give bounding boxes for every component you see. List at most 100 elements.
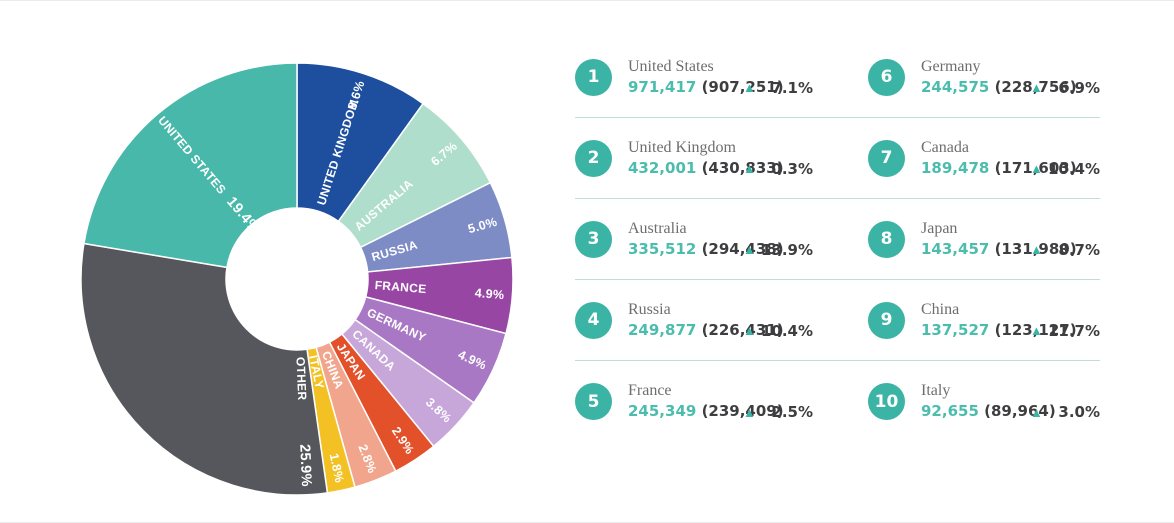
previous-value: (226,431) xyxy=(701,320,784,339)
rank-badge: 10 xyxy=(868,383,905,420)
country-info: Italy 92,655 (89,964) xyxy=(921,381,1056,422)
country-info: Canada 189,478 (171,603) xyxy=(921,138,1077,179)
previous-value: (294,438) xyxy=(701,239,784,258)
trend: ▲ 6.9% xyxy=(1030,79,1100,97)
country-name: Italy xyxy=(921,382,951,399)
trend-up-icon: ▲ xyxy=(1030,80,1043,95)
current-value: 432,001 xyxy=(628,158,697,177)
ranking-row: 4 Russia 249,877 (226,431) ▲ 10.4% xyxy=(575,280,868,360)
current-value: 244,575 xyxy=(921,77,990,96)
trend-percent: 0.3% xyxy=(771,159,813,178)
trend-up-icon: ▲ xyxy=(1030,242,1043,257)
rank-badge: 4 xyxy=(575,301,612,339)
slice-label: FRANCE xyxy=(374,278,427,296)
trend-percent: 2.5% xyxy=(771,403,813,421)
country-info: China 137,527 (123,127) xyxy=(921,300,1077,341)
trend-percent: 10.4% xyxy=(760,321,813,340)
ranking-row: 10 Italy 92,655 (89,964) ▲ 3.0% xyxy=(868,361,1100,442)
ranking-list: 1 United States 971,417 (907,251) ▲ 7.1%… xyxy=(575,37,1100,442)
rank-badge: 1 xyxy=(575,58,612,96)
current-value: 137,527 xyxy=(921,320,990,339)
trend-percent: 3.0% xyxy=(1058,403,1100,421)
current-value: 92,655 xyxy=(921,402,979,420)
rank-badge: 7 xyxy=(868,139,905,177)
country-name: China xyxy=(921,300,960,318)
rank-badge: 3 xyxy=(575,220,612,258)
current-value: 189,478 xyxy=(921,158,990,177)
rank-badge: 5 xyxy=(575,383,612,420)
current-value: 143,457 xyxy=(921,239,990,258)
previous-value: (430,833) xyxy=(701,158,784,177)
ranking-row: 1 United States 971,417 (907,251) ▲ 7.1% xyxy=(575,37,868,117)
country-info: United States 971,417 (907,251) xyxy=(628,57,784,98)
current-value: 249,877 xyxy=(628,320,697,339)
rank-number: 1 xyxy=(587,67,600,87)
country-name: France xyxy=(628,382,672,399)
country-values: 432,001 (430,833) xyxy=(628,158,784,179)
slice-percent: 4.9% xyxy=(474,286,505,302)
ranking-row-pair: 3 Australia 335,512 (294,438) ▲ 13.9% 8 … xyxy=(575,199,1100,280)
country-values: 137,527 (123,127) xyxy=(921,320,1077,341)
current-value: 245,349 xyxy=(628,402,697,420)
trend-percent: 6.9% xyxy=(1058,78,1100,97)
trend-up-icon: ▲ xyxy=(743,80,756,95)
ranking-row: 3 Australia 335,512 (294,438) ▲ 13.9% xyxy=(575,199,868,279)
trend-up-icon: ▲ xyxy=(743,161,756,176)
country-values: 143,457 (131,980) xyxy=(921,239,1077,260)
rank-number: 8 xyxy=(880,229,893,249)
trend-up-icon: ▲ xyxy=(743,323,756,338)
donut-slice-united-states xyxy=(83,62,298,269)
ranking-row-pair: 2 United Kingdom 432,001 (430,833) ▲ 0.3… xyxy=(575,118,1100,199)
country-name: United Kingdom xyxy=(628,138,736,156)
country-info: United Kingdom 432,001 (430,833) xyxy=(628,138,784,179)
country-info: Australia 335,512 (294,438) xyxy=(628,219,784,260)
country-values: 971,417 (907,251) xyxy=(628,77,784,98)
trend-up-icon: ▲ xyxy=(743,404,756,420)
previous-value: (228,756) xyxy=(994,77,1077,96)
previous-value: (239,409) xyxy=(701,402,784,420)
trend: ▲ 0.3% xyxy=(743,160,813,178)
trend: ▲ 8.7% xyxy=(1030,241,1100,259)
country-info: Russia 249,877 (226,431) xyxy=(628,300,784,341)
rank-number: 9 xyxy=(880,310,893,330)
previous-value: (131,980) xyxy=(994,239,1077,258)
trend-up-icon: ▲ xyxy=(743,242,756,257)
trend-percent: 7.1% xyxy=(771,78,813,97)
country-values: 249,877 (226,431) xyxy=(628,320,784,341)
trend: ▲ 11.7% xyxy=(1030,322,1100,340)
trend: ▲ 10.4% xyxy=(743,322,813,340)
current-value: 971,417 xyxy=(628,77,697,96)
country-values: 92,655 (89,964) xyxy=(921,401,1056,422)
trend: ▲ 2.5% xyxy=(743,403,813,421)
rank-badge: 9 xyxy=(868,301,905,339)
country-values: 245,349 (239,409) xyxy=(628,401,784,422)
trend-up-icon: ▲ xyxy=(1030,161,1043,176)
country-values: 335,512 (294,438) xyxy=(628,239,784,260)
previous-value: (907,251) xyxy=(701,77,784,96)
ranking-row: 2 United Kingdom 432,001 (430,833) ▲ 0.3… xyxy=(575,118,868,198)
trend-percent: 13.9% xyxy=(760,240,813,259)
rank-number: 7 xyxy=(880,148,893,168)
country-name: Canada xyxy=(921,138,969,156)
trend-percent: 8.7% xyxy=(1058,240,1100,259)
rank-badge: 8 xyxy=(868,220,905,258)
ranking-row-pair: 5 France 245,349 (239,409) ▲ 2.5% 10 Ita… xyxy=(575,361,1100,442)
current-value: 335,512 xyxy=(628,239,697,258)
rank-number: 2 xyxy=(587,148,600,168)
trend: ▲ 3.0% xyxy=(1030,403,1100,421)
trend-percent: 10.4% xyxy=(1047,159,1100,178)
country-name: United States xyxy=(628,57,714,75)
trend-up-icon: ▲ xyxy=(1030,404,1043,420)
ranking-row: 8 Japan 143,457 (131,980) ▲ 8.7% xyxy=(868,199,1100,279)
ranking-row: 5 France 245,349 (239,409) ▲ 2.5% xyxy=(575,361,868,442)
country-name: Japan xyxy=(921,219,958,237)
trend-up-icon: ▲ xyxy=(1030,323,1043,338)
donut-slice-other xyxy=(80,242,329,496)
rank-number: 6 xyxy=(880,67,893,87)
country-values: 244,575 (228,756) xyxy=(921,77,1077,98)
rank-number: 4 xyxy=(587,310,600,330)
country-name: Germany xyxy=(921,57,981,75)
rank-number: 3 xyxy=(587,229,600,249)
trend-percent: 11.7% xyxy=(1047,321,1100,340)
